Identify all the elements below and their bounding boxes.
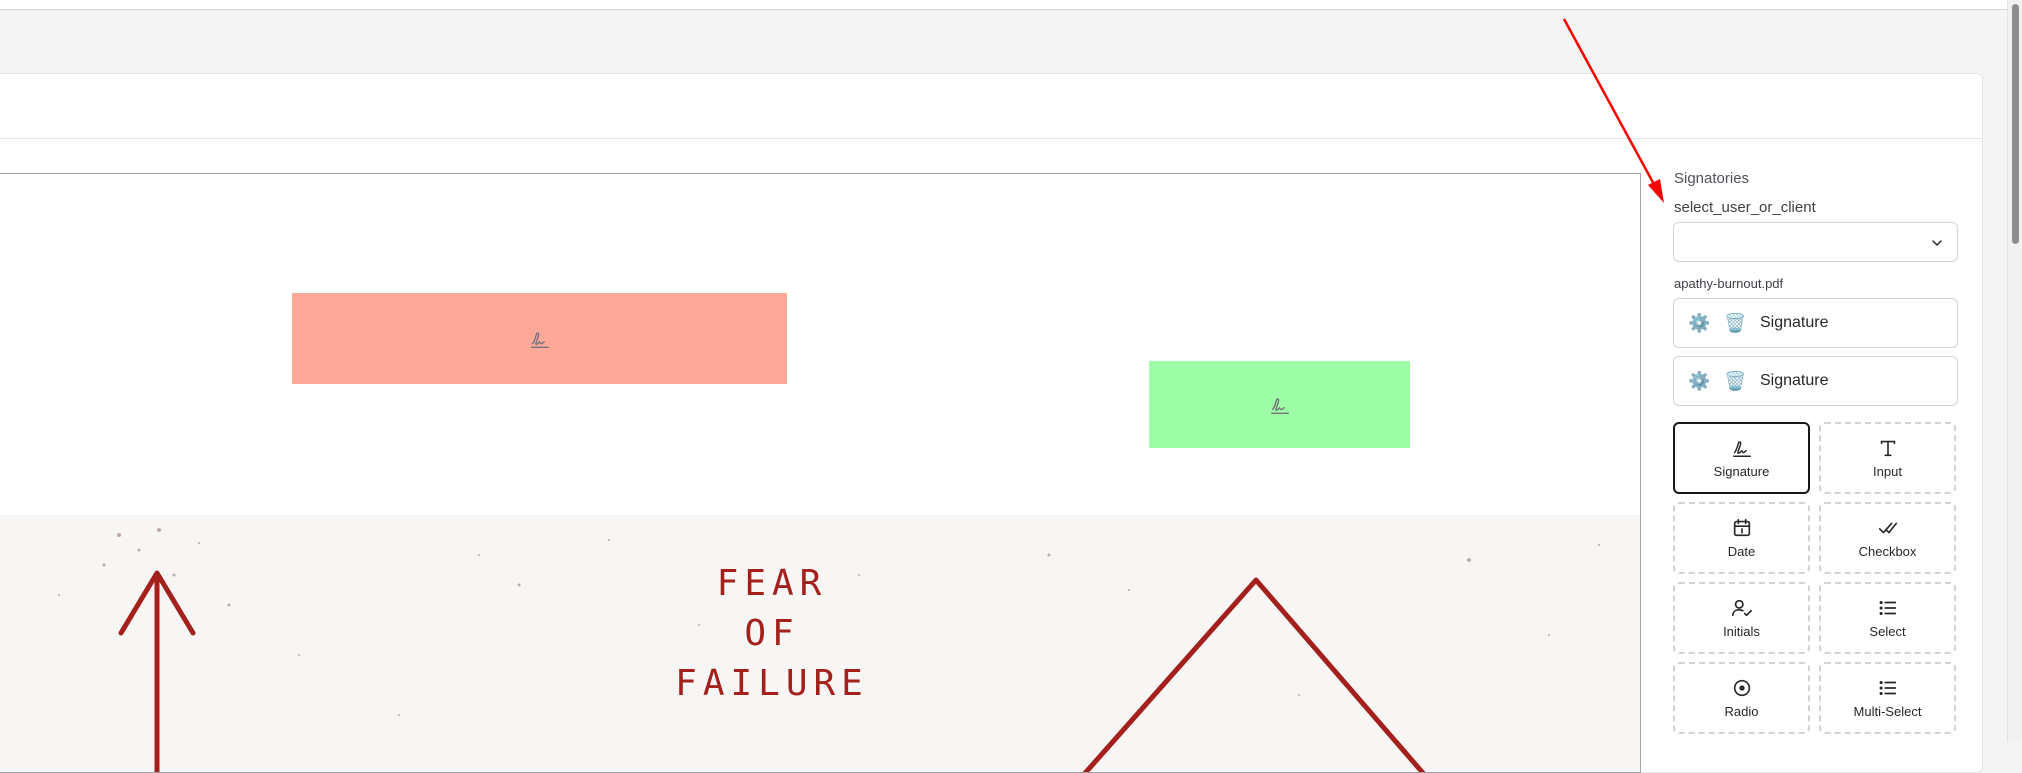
- scan-text-line-1: FEAR: [717, 563, 828, 604]
- user-check-icon: [1731, 599, 1752, 617]
- tool-label: Initials: [1723, 624, 1760, 639]
- card-header-divider: [0, 138, 1982, 139]
- signature-icon: [530, 331, 549, 348]
- trash-icon[interactable]: 🗑️: [1724, 312, 1747, 333]
- radio-icon: [1733, 679, 1750, 697]
- tool-multi-select[interactable]: Multi-Select: [1819, 662, 1956, 734]
- browser-top-bar: [0, 0, 2022, 10]
- tool-label: Date: [1727, 544, 1756, 559]
- signer-row-2[interactable]: ⚙️ 🗑️ Signature: [1673, 356, 1958, 406]
- panel-title: Signatories: [1674, 170, 1750, 187]
- signature-icon: [1270, 397, 1289, 414]
- select-label: select_user_or_client: [1674, 199, 1816, 216]
- scan-text-line-3: FAILURE: [675, 663, 869, 704]
- signature-icon: [1732, 441, 1751, 457]
- tool-radio[interactable]: Radio: [1673, 662, 1810, 734]
- signature-field-2[interactable]: [1149, 361, 1410, 448]
- list-icon: [1879, 680, 1896, 696]
- tool-initials[interactable]: Initials: [1673, 582, 1810, 654]
- tool-signature[interactable]: Signature: [1673, 422, 1810, 494]
- scrollbar-thumb[interactable]: [2012, 4, 2019, 244]
- tool-input[interactable]: Input: [1819, 422, 1956, 494]
- signer-row-label: Signature: [1760, 314, 1829, 331]
- calendar-icon: [1733, 518, 1750, 537]
- pdf-document-page[interactable]: FEAR OF FAILURE: [0, 173, 1641, 773]
- double-check-icon: [1878, 522, 1897, 534]
- tool-label: Input: [1873, 464, 1902, 479]
- text-icon: [1880, 440, 1895, 457]
- trash-icon[interactable]: 🗑️: [1724, 370, 1747, 391]
- gear-icon[interactable]: ⚙️: [1688, 312, 1711, 333]
- field-tools-grid: Signature Input Date Checkbox Initials: [1673, 422, 1958, 734]
- document-filename: apathy-burnout.pdf: [1674, 276, 1784, 291]
- page-scrollbar[interactable]: [2007, 0, 2022, 742]
- chevron-down-icon: [1932, 240, 1942, 246]
- tool-label: Select: [1869, 624, 1906, 639]
- signatory-select[interactable]: [1673, 222, 1958, 262]
- tool-label: Radio: [1724, 704, 1759, 719]
- tool-date[interactable]: Date: [1673, 502, 1810, 574]
- tool-label: Signature: [1713, 464, 1770, 479]
- tool-label: Checkbox: [1858, 544, 1917, 559]
- tool-select[interactable]: Select: [1819, 582, 1956, 654]
- signer-row-1[interactable]: ⚙️ 🗑️ Signature: [1673, 298, 1958, 348]
- scan-text-line-2: OF: [744, 613, 799, 654]
- gear-icon[interactable]: ⚙️: [1688, 370, 1711, 391]
- tool-label: Multi-Select: [1853, 704, 1922, 719]
- signer-row-label: Signature: [1760, 372, 1829, 389]
- tool-checkbox[interactable]: Checkbox: [1819, 502, 1956, 574]
- signatories-panel: Signatories select_user_or_client apathy…: [1673, 170, 1958, 734]
- list-icon: [1879, 600, 1896, 616]
- scanned-page-image: FEAR OF FAILURE: [0, 515, 1640, 772]
- signature-field-1[interactable]: [292, 293, 787, 384]
